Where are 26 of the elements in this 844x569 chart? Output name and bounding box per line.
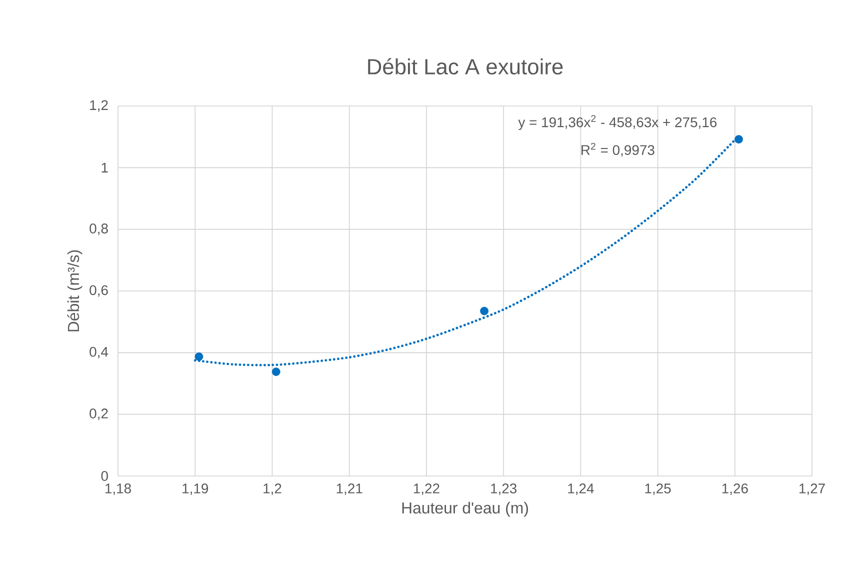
x-tick-label: 1,23 xyxy=(491,484,517,496)
x-tick-label: 1,27 xyxy=(800,484,825,496)
x-tick-label: 1,26 xyxy=(722,484,748,496)
y-tick-label: 0 xyxy=(101,471,108,481)
y-tick-label: 0,2 xyxy=(90,408,108,420)
point xyxy=(734,135,743,144)
point xyxy=(272,368,280,376)
x-tick-label: 1,24 xyxy=(568,484,594,496)
x-tick-label: 1,22 xyxy=(414,484,440,496)
y-tick-label: 1,2 xyxy=(90,100,108,112)
x-axis-title: Hauteur d'eau (m) xyxy=(402,502,528,517)
x-tick-label: 1,21 xyxy=(336,484,362,496)
annotation: y = 191,36x$^{2}$ - 458,63x + 275,16 xyxy=(518,115,717,130)
point xyxy=(194,352,204,361)
y-tick-label: 1 xyxy=(102,162,108,172)
y-axis-title: Débit (m³/s) xyxy=(67,250,82,332)
annotation: R$^{2}$ = 0,9973 xyxy=(582,142,654,157)
x-tick-label: 1,25 xyxy=(645,484,671,496)
point xyxy=(480,306,488,316)
x-tick-label: 1,18 xyxy=(105,484,131,496)
x-tick-label: 1,2 xyxy=(264,484,282,496)
x-tick-label: 1,19 xyxy=(182,484,208,496)
y-tick-label: 0,6 xyxy=(90,285,108,297)
y-tick-label: 0,4 xyxy=(90,346,108,358)
chart-title: Débit Lac A exutoire xyxy=(368,58,563,75)
y-tick-label: 0,8 xyxy=(90,224,108,236)
